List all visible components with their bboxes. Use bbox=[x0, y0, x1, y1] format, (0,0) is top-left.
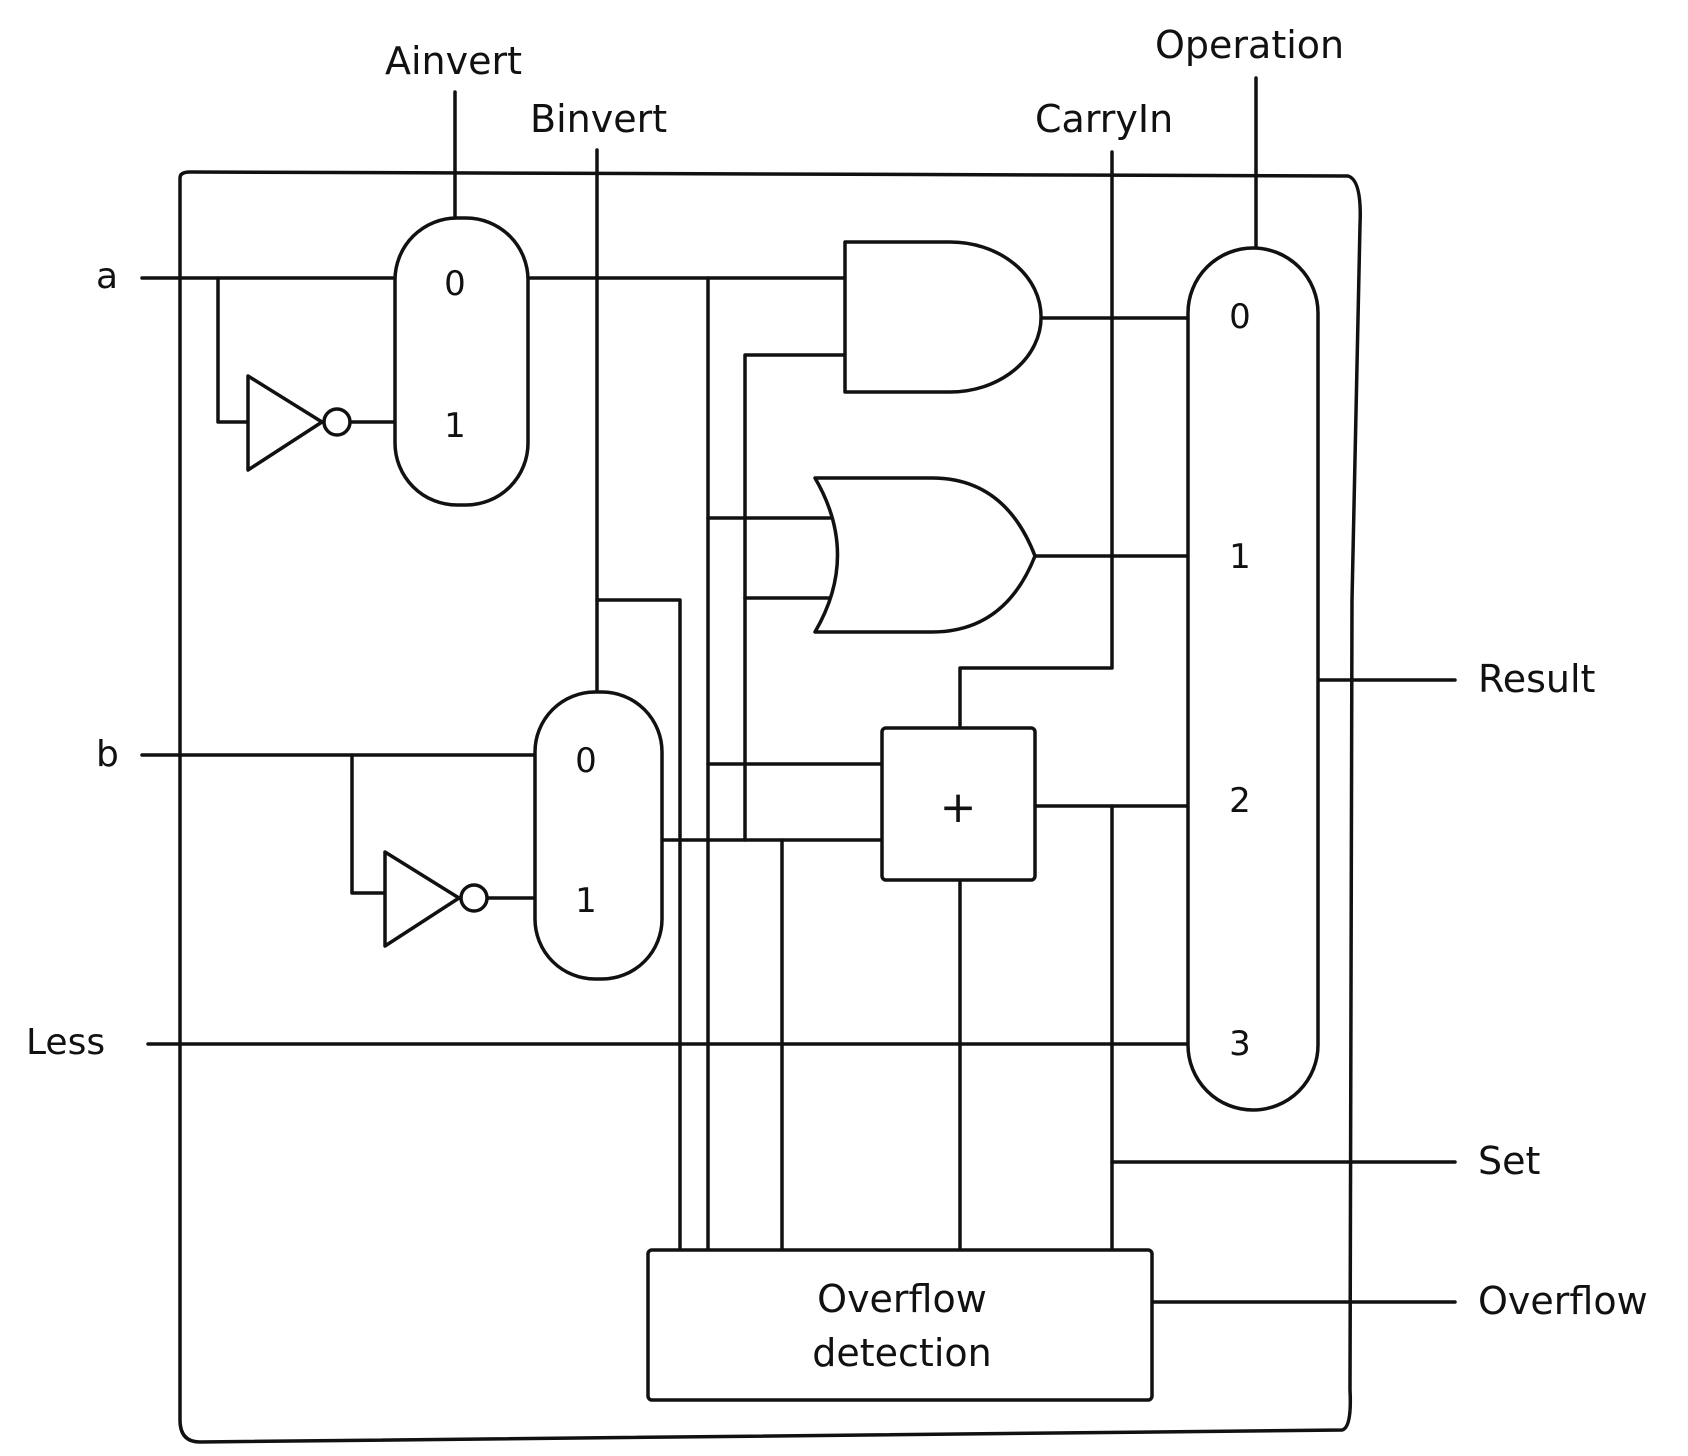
result-mux: 0 1 2 3 bbox=[1186, 246, 1320, 1112]
mux-b-in0-label: 0 bbox=[575, 741, 597, 781]
mux-a: 0 1 bbox=[393, 216, 530, 507]
mux-a-in1-label: 1 bbox=[444, 406, 466, 446]
wires bbox=[140, 76, 1457, 1304]
operation-label: Operation bbox=[1155, 23, 1344, 67]
overflow-detection-label-1: Overflow bbox=[817, 1277, 987, 1321]
wire-b-to-inverter bbox=[350, 753, 387, 895]
adder-symbol: + bbox=[940, 782, 977, 833]
binvert-label: Binvert bbox=[530, 97, 667, 141]
wire-b-vertical bbox=[743, 353, 847, 842]
and-gate bbox=[843, 240, 1043, 394]
wire-binvert-to-overflow bbox=[595, 598, 682, 1252]
carryin-label: CarryIn bbox=[1035, 97, 1173, 141]
output-result-label: Result bbox=[1478, 657, 1595, 701]
output-set-label: Set bbox=[1478, 1139, 1540, 1183]
wire-a-to-inverter bbox=[216, 276, 250, 424]
result-mux-in0-label: 0 bbox=[1229, 297, 1251, 337]
output-overflow-label: Overflow bbox=[1478, 1279, 1648, 1323]
overflow-detection-label-2: detection bbox=[812, 1331, 991, 1375]
result-mux-in2-label: 2 bbox=[1229, 781, 1251, 821]
or-gate bbox=[813, 476, 1037, 634]
inverter-b bbox=[383, 850, 489, 948]
input-a-label: a bbox=[96, 256, 118, 297]
inverter-a bbox=[246, 374, 352, 472]
result-mux-in3-label: 3 bbox=[1229, 1024, 1251, 1064]
input-less-label: Less bbox=[26, 1022, 105, 1063]
ainvert-label: Ainvert bbox=[385, 39, 522, 83]
input-b-label: b bbox=[96, 734, 119, 775]
wire-carryin bbox=[958, 150, 1114, 730]
mux-b-in1-label: 1 bbox=[575, 881, 597, 921]
mux-a-in0-label: 0 bbox=[444, 264, 466, 304]
adder: + bbox=[880, 726, 1037, 882]
alu-boundary bbox=[178, 170, 1362, 1444]
result-mux-in1-label: 1 bbox=[1229, 537, 1251, 577]
overflow-detection-block: Overflow detection bbox=[646, 1248, 1154, 1402]
mux-b: 0 1 bbox=[533, 690, 664, 981]
